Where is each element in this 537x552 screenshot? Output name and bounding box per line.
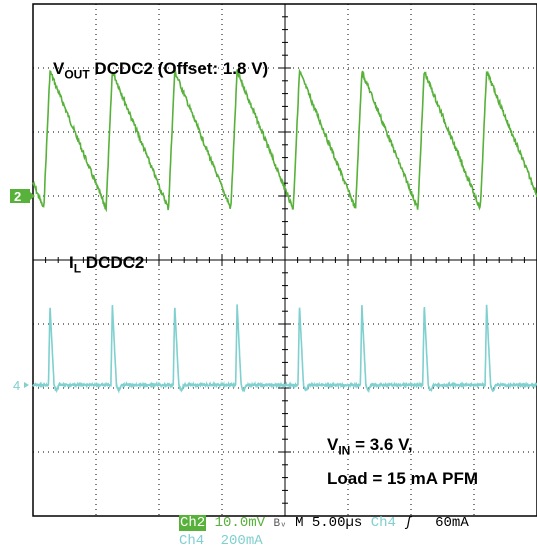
vout-main: V bbox=[53, 59, 65, 78]
vin-subscript: IN bbox=[338, 443, 351, 458]
traces bbox=[32, 68, 537, 394]
ch2-marker-badge bbox=[10, 189, 30, 203]
load-annotation: Load = 15 mA PFM bbox=[327, 469, 478, 488]
vout-annotation: VOUT DCDC2 (Offset: 1.8 V) bbox=[53, 59, 269, 82]
il-subscript: L bbox=[73, 261, 82, 276]
graticule-border bbox=[32, 3, 537, 517]
il-rest: DCDC2 bbox=[81, 253, 145, 272]
trigger-channel: Ch4 bbox=[370, 515, 396, 531]
vin-rest: = 3.6 V, bbox=[350, 435, 413, 454]
graticule bbox=[32, 3, 537, 517]
channel-markers: 24 bbox=[10, 189, 35, 393]
trigger-level: 60mA bbox=[435, 515, 469, 531]
timebase: M 5.00µs bbox=[295, 515, 363, 531]
ch4-marker-label: 4 bbox=[13, 378, 20, 393]
vin-main: V bbox=[327, 435, 339, 454]
vout-subscript: OUT bbox=[64, 67, 90, 82]
bandwidth-limit-icon: Bᵥ bbox=[273, 518, 287, 530]
ch2-marker-label: 2 bbox=[14, 189, 21, 204]
ch4-marker-arrow bbox=[24, 382, 29, 388]
trigger-edge-icon: ʃ bbox=[404, 515, 413, 531]
ch4-il-trace bbox=[32, 304, 537, 394]
ch2-marker-arrow bbox=[30, 192, 35, 200]
il-main: I bbox=[69, 253, 74, 272]
status-line-2: Ch4 200mA bbox=[179, 534, 263, 548]
ch4-label: Ch4 bbox=[179, 533, 205, 549]
status-line-1: Ch2 10.0mV Bᵥ M 5.00µs Ch4 ʃ 60mA bbox=[179, 515, 469, 531]
ch2-vout-trace bbox=[32, 68, 537, 213]
ch2-label: Ch2 bbox=[179, 515, 207, 531]
vin-annotation: VIN = 3.6 V, bbox=[327, 435, 413, 458]
ch2-scale: 10.0mV bbox=[214, 515, 266, 531]
vout-rest: DCDC2 (Offset: 1.8 V) bbox=[89, 59, 269, 78]
ch4-scale: 200mA bbox=[220, 533, 263, 549]
il-annotation: IL DCDC2 bbox=[69, 253, 145, 276]
